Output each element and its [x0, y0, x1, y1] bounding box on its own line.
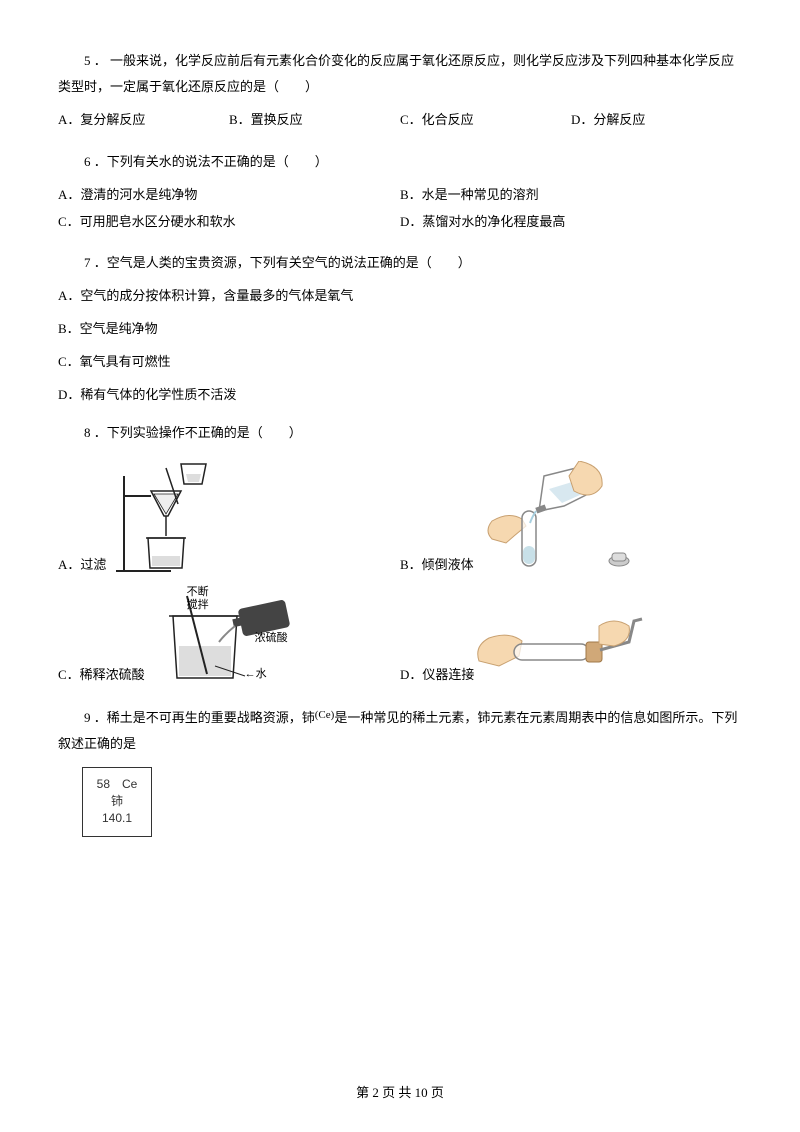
connect-diagram [474, 606, 654, 686]
q7-stem: 7 ．空气是人类的宝贵资源，下列有关空气的说法正确的是（ ） [58, 250, 742, 276]
q7-opt-d: D．稀有气体的化学性质不活泼 [58, 385, 742, 406]
q6-opt-d: D．蒸馏对水的净化程度最高 [400, 212, 742, 233]
q6-stem: 6 ．下列有关水的说法不正确的是（ ） [58, 149, 742, 175]
element-mass: 140.1 [102, 810, 132, 827]
q6-opt-c: C．可用肥皂水区分硬水和软水 [58, 212, 400, 233]
q5-opt-c: C．化合反应 [400, 110, 571, 131]
water-label: ←水 [245, 666, 267, 684]
q5-options: A．复分解反应 B．置换反应 C．化合反应 D．分解反应 [58, 110, 742, 131]
q7-options: A．空气的成分按体积计算，含量最多的气体是氧气 B．空气是纯净物 C．氧气具有可… [58, 286, 742, 405]
q8-opt-d: D．仪器连接 [400, 665, 474, 686]
q7-opt-c: C．氧气具有可燃性 [58, 352, 742, 373]
page-footer: 第 2 页 共 10 页 [0, 1083, 800, 1104]
element-name: 铈 [111, 793, 123, 810]
pour-diagram [474, 461, 634, 576]
q6-row2: C．可用肥皂水区分硬水和软水 D．蒸馏对水的净化程度最高 [58, 212, 742, 233]
q8-opt-b: B．倾倒液体 [400, 555, 474, 576]
q8-opt-c: C．稀释浓硫酸 [58, 665, 145, 686]
dilute-diagram: 不断搅拌 浓硫酸 ←水 [145, 586, 305, 686]
stir-label: 不断搅拌 [187, 586, 209, 612]
q9-stem: 9 ．稀土是不可再生的重要战略资源，铈(Ce)是一种常见的稀土元素，铈元素在元素… [58, 704, 742, 757]
q6-opt-a: A．澄清的河水是纯净物 [58, 185, 400, 206]
filter-diagram [106, 456, 226, 576]
q7-opt-b: B．空气是纯净物 [58, 319, 742, 340]
q8-stem: 8 ．下列实验操作不正确的是（ ） [58, 420, 742, 446]
element-box: 58 Ce 铈 140.1 [82, 767, 152, 837]
q5-opt-a: A．复分解反应 [58, 110, 229, 131]
q8-row1: A．过滤 [58, 456, 742, 576]
element-num-sym: 58 Ce [97, 776, 138, 793]
q8-row2: C．稀释浓硫酸 不断搅拌 浓硫酸 ←水 [58, 586, 742, 686]
question-9: 9 ．稀土是不可再生的重要战略资源，铈(Ce)是一种常见的稀土元素，铈元素在元素… [58, 704, 742, 837]
acid-label: 浓硫酸 [255, 630, 288, 648]
q5-opt-b: B．置换反应 [229, 110, 400, 131]
q5-stem: 5 ． 一般来说，化学反应前后有元素化合价变化的反应属于氧化还原反应，则化学反应… [58, 48, 742, 100]
q8-opt-a: A．过滤 [58, 555, 106, 576]
question-5: 5 ． 一般来说，化学反应前后有元素化合价变化的反应属于氧化还原反应，则化学反应… [58, 48, 742, 131]
q6-row1: A．澄清的河水是纯净物 B．水是一种常见的溶剂 [58, 185, 742, 206]
q5-opt-d: D．分解反应 [571, 110, 742, 131]
question-6: 6 ．下列有关水的说法不正确的是（ ） A．澄清的河水是纯净物 B．水是一种常见… [58, 149, 742, 233]
question-7: 7 ．空气是人类的宝贵资源，下列有关空气的说法正确的是（ ） A．空气的成分按体… [58, 250, 742, 405]
q7-opt-a: A．空气的成分按体积计算，含量最多的气体是氧气 [58, 286, 742, 307]
question-8: 8 ．下列实验操作不正确的是（ ） A．过滤 [58, 420, 742, 686]
q6-opt-b: B．水是一种常见的溶剂 [400, 185, 742, 206]
